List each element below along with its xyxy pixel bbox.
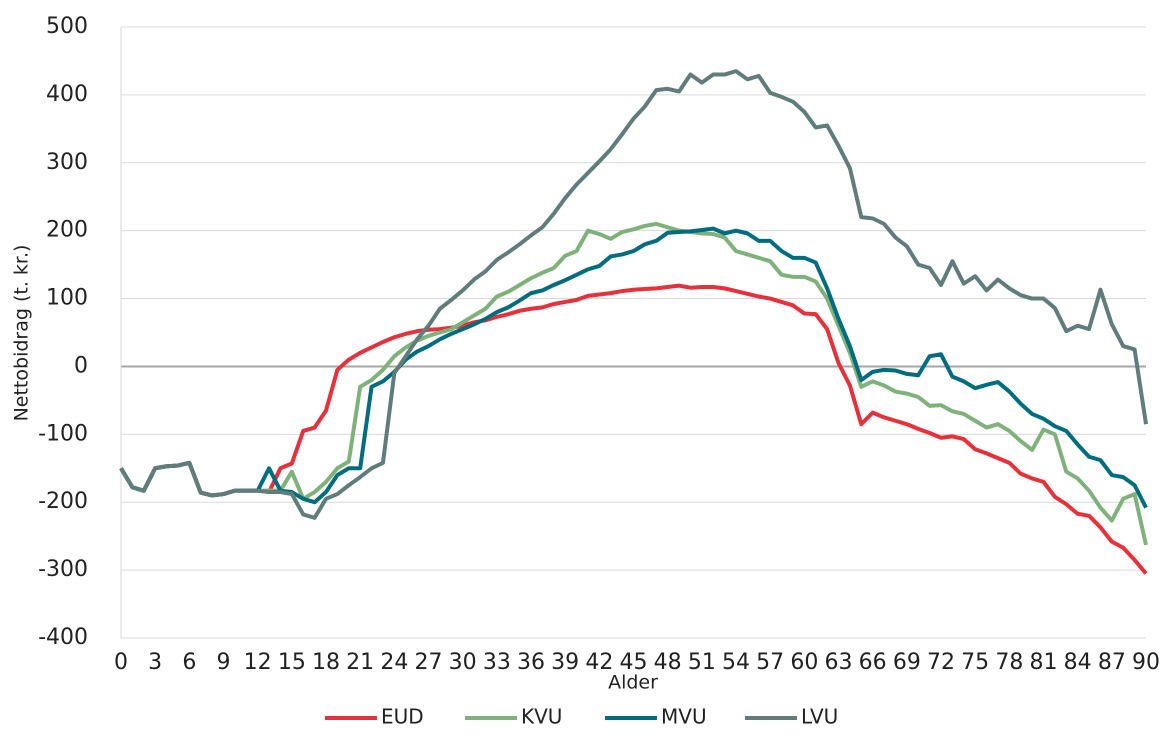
x-tick-label: 87 — [1098, 650, 1126, 675]
y-tick-label: -300 — [38, 557, 88, 582]
x-tick-label: 69 — [893, 650, 921, 675]
x-tick-label: 6 — [182, 650, 196, 675]
x-tick-label: 72 — [927, 650, 955, 675]
x-tick-label: 36 — [517, 650, 545, 675]
x-tick-label: 21 — [346, 650, 374, 675]
legend-label: EUD — [381, 705, 424, 729]
x-tick-label: 30 — [449, 650, 477, 675]
x-tick-label: 51 — [688, 650, 716, 675]
x-tick-label: 0 — [114, 650, 128, 675]
x-tick-label: 66 — [859, 650, 887, 675]
x-tick-label: 78 — [995, 650, 1023, 675]
x-tick-label: 24 — [380, 650, 408, 675]
x-tick-label: 84 — [1064, 650, 1092, 675]
x-tick-label: 48 — [654, 650, 682, 675]
series-line — [119, 283, 1148, 575]
x-tick-label: 33 — [483, 650, 511, 675]
x-tick-label: 81 — [1030, 650, 1058, 675]
y-tick-label: -400 — [38, 625, 88, 650]
y-tick-label: 0 — [74, 353, 88, 378]
x-tick-label: 45 — [620, 650, 648, 675]
x-tick-label: 18 — [312, 650, 340, 675]
y-axis-title: Nettobidrag (t. kr.) — [11, 245, 33, 422]
x-tick-label: 57 — [756, 650, 784, 675]
x-tick-label: 63 — [825, 650, 853, 675]
y-tick-label: -200 — [38, 489, 88, 514]
series-line — [119, 226, 1148, 509]
legend-label: MVU — [661, 705, 707, 729]
y-tick-label: -100 — [38, 421, 88, 446]
y-tick-label: 300 — [46, 150, 88, 175]
x-tick-label: 12 — [244, 650, 272, 675]
x-tick-label: 75 — [961, 650, 989, 675]
x-tick-label: 54 — [722, 650, 750, 675]
series-line — [119, 221, 1148, 546]
y-tick-label: 100 — [46, 286, 88, 311]
y-tick-label: 500 — [46, 14, 88, 39]
x-tick-label: 27 — [415, 650, 443, 675]
x-tick-label: 3 — [148, 650, 162, 675]
x-tick-label: 42 — [585, 650, 613, 675]
x-axis-title: Alder — [608, 672, 658, 694]
x-tick-label: 39 — [551, 650, 579, 675]
x-tick-label: 60 — [790, 650, 818, 675]
y-tick-label: 400 — [46, 82, 88, 107]
legend-label: KVU — [521, 705, 562, 729]
legend-label: LVU — [801, 705, 838, 729]
x-tick-label: 9 — [217, 650, 231, 675]
x-tick-label: 90 — [1132, 650, 1160, 675]
y-tick-label: 200 — [46, 218, 88, 243]
series-line — [119, 69, 1148, 520]
x-tick-label: 15 — [278, 650, 306, 675]
